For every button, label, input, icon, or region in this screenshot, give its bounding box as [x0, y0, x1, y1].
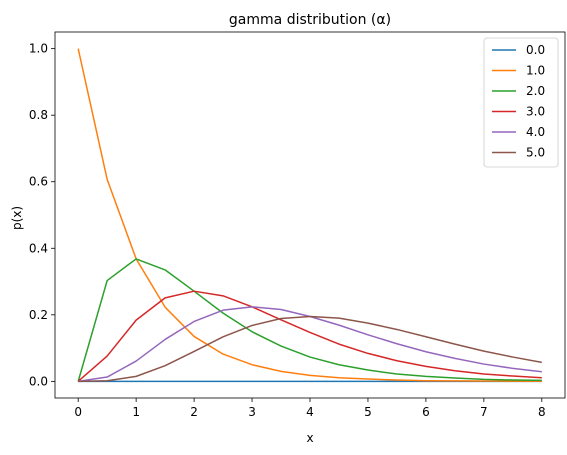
y-tick-label: 0.0: [29, 374, 48, 388]
series-line-5: [78, 315, 542, 383]
y-tick-label: 0.4: [29, 241, 48, 255]
x-tick-label: 8: [538, 405, 546, 419]
legend-label-5: 5.0: [526, 146, 545, 160]
legend-label-2: 2.0: [526, 84, 545, 98]
x-tick-label: 5: [364, 405, 372, 419]
x-tick-label: 4: [306, 405, 314, 419]
legend: 0.0 1.0 2.0 3.0 4.0 5.0: [483, 37, 559, 168]
legend-label-0: 0.0: [526, 43, 545, 57]
y-tick-label: 0.8: [29, 108, 48, 122]
chart-title: gamma distribution (α): [229, 12, 391, 28]
y-tick-label: 0.6: [29, 175, 48, 189]
x-tick-label: 0: [74, 405, 82, 419]
plot-frame: [54, 31, 566, 399]
x-tick-label: 3: [248, 405, 256, 419]
y-tick-label: 0.2: [29, 308, 48, 322]
legend-label-1: 1.0: [526, 64, 545, 78]
x-tick-label: 2: [190, 405, 198, 419]
series-line-3: [77, 290, 542, 382]
x-tick-label: 6: [422, 405, 430, 419]
y-tick-label: 1.0: [29, 42, 48, 56]
series-lines: [77, 48, 542, 383]
x-axis-label: x: [306, 431, 313, 445]
y-axis-label: p(x): [10, 206, 24, 230]
series-line-2: [77, 258, 542, 382]
x-tick-label: 7: [480, 405, 488, 419]
x-tick-label: 1: [132, 405, 140, 419]
y-axis: 0.0 0.2 0.4 0.6 0.8 1.0: [29, 42, 55, 388]
legend-box: [483, 37, 559, 168]
series-line-1: [77, 48, 542, 383]
legend-label-3: 3.0: [526, 105, 545, 119]
legend-label-4: 4.0: [526, 125, 545, 139]
series-line-4: [78, 306, 542, 383]
x-axis: 0 1 2 3 4 5 6 7 8: [74, 398, 546, 419]
